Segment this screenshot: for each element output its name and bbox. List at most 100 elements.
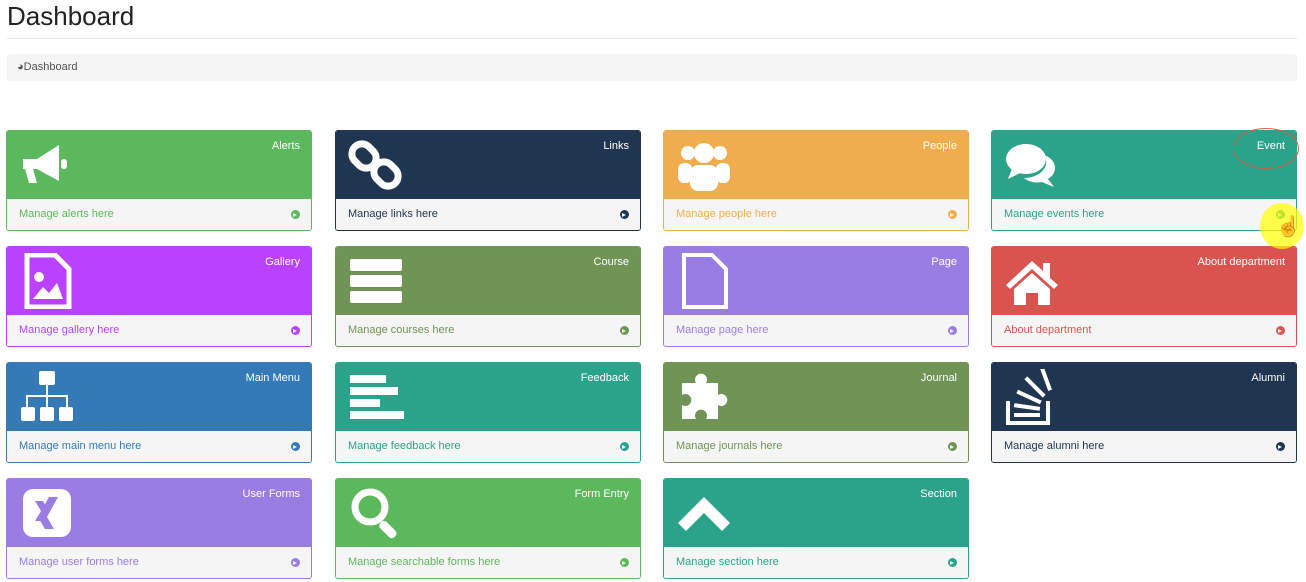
card-title: Journal (920, 372, 957, 384)
card-footer-link[interactable]: Manage courses here (336, 315, 640, 346)
breadcrumb-item[interactable]: Dashboard (23, 61, 78, 73)
card-link-text[interactable]: Manage events here (1004, 208, 1105, 220)
arrow-circle-right-icon[interactable] (948, 442, 957, 451)
breadcrumb: ◕Dashboard (7, 54, 1297, 81)
xing-icon (23, 489, 71, 537)
card-footer-link[interactable]: Manage section here (664, 547, 968, 578)
card-about-department[interactable]: About department About department (991, 246, 1297, 347)
card-footer-link[interactable]: Manage feedback here (336, 431, 640, 462)
card-form-entry[interactable]: Form Entry Manage searchable forms here (335, 478, 641, 579)
card-journal[interactable]: Journal Manage journals here (663, 362, 969, 463)
card-alumni[interactable]: Alumni Manage alumni here (991, 362, 1297, 463)
card-footer-link[interactable]: Manage main menu here (7, 431, 311, 462)
card-section[interactable]: Section Manage section here (663, 478, 969, 579)
card-gallery[interactable]: Gallery Manage gallery here (6, 246, 312, 347)
arrow-circle-right-icon[interactable] (291, 558, 300, 567)
card-title: Links (603, 140, 629, 152)
card-title: Feedback (580, 372, 629, 384)
card-title: About department (1197, 256, 1285, 268)
align-left-icon (350, 375, 404, 419)
link-icon (348, 140, 402, 190)
arrow-circle-right-icon[interactable] (291, 210, 300, 219)
arrow-circle-right-icon[interactable] (620, 558, 629, 567)
card-header: Main Menu (7, 363, 311, 431)
dashboard-icon: ◕ (17, 61, 24, 73)
home-icon (1006, 261, 1058, 305)
card-footer-link[interactable]: Manage journals here (664, 431, 968, 462)
chevron-up-icon (678, 497, 730, 531)
arrow-circle-right-icon[interactable] (620, 442, 629, 451)
card-link-text[interactable]: Manage user forms here (19, 556, 139, 568)
stack-overflow-icon (1006, 369, 1052, 425)
card-title: Form Entry (574, 488, 629, 500)
annotation-circle (1233, 128, 1299, 169)
arrow-circle-right-icon[interactable] (291, 326, 300, 335)
arrow-circle-right-icon[interactable] (1276, 326, 1285, 335)
sitemap-icon (21, 371, 73, 421)
card-header: Form Entry (336, 479, 640, 547)
page-title: Dashboard (7, 1, 135, 31)
arrow-circle-right-icon[interactable] (620, 326, 629, 335)
card-main-menu[interactable]: Main Menu Manage main menu here (6, 362, 312, 463)
card-footer-link[interactable]: About department (992, 315, 1296, 346)
card-link-text[interactable]: Manage gallery here (19, 324, 120, 336)
card-footer-link[interactable]: Manage user forms here (7, 547, 311, 578)
card-course[interactable]: Course Manage courses here (335, 246, 641, 347)
arrow-circle-right-icon[interactable] (1276, 442, 1285, 451)
card-link-text[interactable]: Manage links here (348, 208, 438, 220)
card-title: Course (593, 256, 629, 268)
card-header: Gallery (7, 247, 311, 315)
card-user-forms[interactable]: User Forms Manage user forms here (6, 478, 312, 579)
card-people[interactable]: People Manage people here (663, 130, 969, 231)
card-footer-link[interactable]: Manage alerts here (7, 199, 311, 230)
card-feedback[interactable]: Feedback Manage feedback here (335, 362, 641, 463)
card-title: Main Menu (245, 372, 300, 384)
card-link-text[interactable]: Manage alumni here (1004, 440, 1105, 452)
card-footer-link[interactable]: Manage searchable forms here (336, 547, 640, 578)
card-footer-link[interactable]: Manage page here (664, 315, 968, 346)
arrow-circle-right-icon[interactable] (291, 442, 300, 451)
card-link-text[interactable]: About department (1004, 324, 1092, 336)
card-link-text[interactable]: Manage page here (676, 324, 769, 336)
card-header: Alerts (7, 131, 311, 199)
file-image-icon (24, 253, 72, 309)
card-link-text[interactable]: Manage main menu here (19, 440, 142, 452)
card-link-text[interactable]: Manage people here (676, 208, 777, 220)
card-links[interactable]: Links Manage links here (335, 130, 641, 231)
card-link-text[interactable]: Manage feedback here (348, 440, 461, 452)
arrow-circle-right-icon[interactable] (948, 326, 957, 335)
card-footer-link[interactable]: Manage alumni here (992, 431, 1296, 462)
card-title: Section (920, 488, 957, 500)
card-link-text[interactable]: Manage journals here (676, 440, 783, 452)
card-link-text[interactable]: Manage searchable forms here (348, 556, 501, 568)
card-title: User Forms (242, 488, 300, 500)
card-page[interactable]: Page Manage page here (663, 246, 969, 347)
card-alerts[interactable]: Alerts Manage alerts here (6, 130, 312, 231)
divider (7, 38, 1297, 39)
file-icon (682, 253, 728, 309)
card-header: Page (664, 247, 968, 315)
card-title: Gallery (265, 256, 300, 268)
server-icon (350, 259, 402, 303)
arrow-circle-right-icon[interactable] (948, 558, 957, 567)
card-header: About department (992, 247, 1296, 315)
card-link-text[interactable]: Manage courses here (348, 324, 455, 336)
card-link-text[interactable]: Manage alerts here (19, 208, 114, 220)
search-icon (351, 488, 397, 539)
card-title: Page (931, 256, 957, 268)
card-title: People (922, 140, 957, 152)
users-icon (678, 143, 730, 191)
card-link-text[interactable]: Manage section here (676, 556, 779, 568)
card-header: Links (336, 131, 640, 199)
arrow-circle-right-icon[interactable] (620, 210, 629, 219)
card-header: Section (664, 479, 968, 547)
card-footer-link[interactable]: Manage people here (664, 199, 968, 230)
comments-icon (1006, 144, 1056, 187)
card-footer-link[interactable]: Manage events here (992, 199, 1296, 230)
card-footer-link[interactable]: Manage gallery here (7, 315, 311, 346)
arrow-circle-right-icon[interactable] (948, 210, 957, 219)
card-event[interactable]: Event Manage events here (991, 130, 1297, 231)
cursor-highlight (1260, 203, 1304, 249)
card-header: Alumni (992, 363, 1296, 431)
card-footer-link[interactable]: Manage links here (336, 199, 640, 230)
